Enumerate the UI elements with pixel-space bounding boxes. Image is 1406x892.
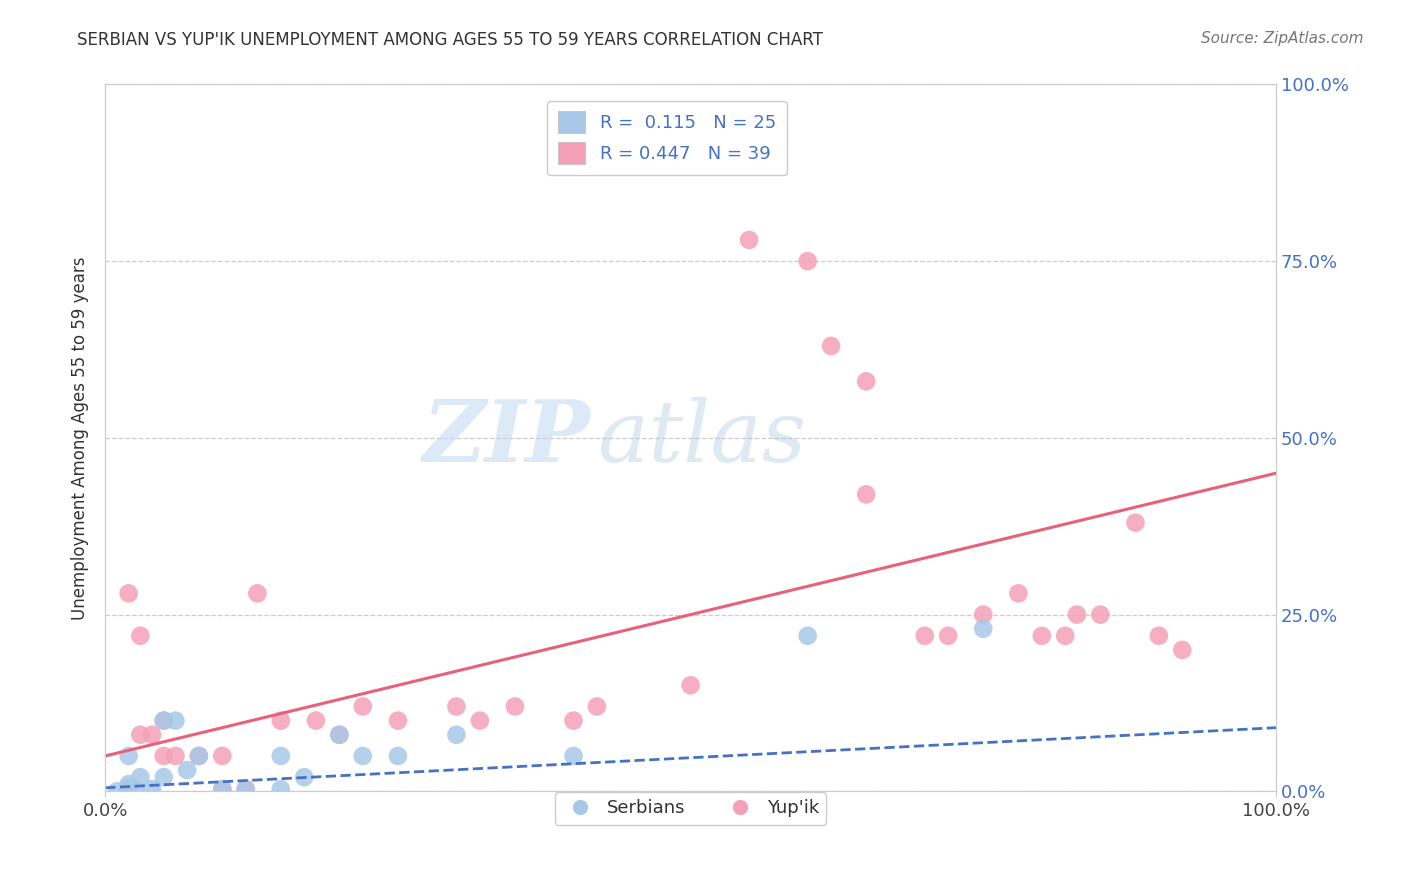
Point: [211, 748, 233, 763]
Point: [141, 728, 163, 742]
Point: [292, 770, 315, 784]
Point: [914, 629, 936, 643]
Point: [1090, 607, 1112, 622]
Point: [468, 714, 491, 728]
Point: [187, 748, 209, 763]
Point: [211, 782, 233, 797]
Point: [124, 782, 146, 797]
Point: [305, 714, 328, 728]
Point: [1147, 629, 1170, 643]
Point: [270, 714, 292, 728]
Point: [187, 748, 209, 763]
Point: [1171, 643, 1194, 657]
Point: [129, 629, 152, 643]
Point: [503, 699, 526, 714]
Point: [352, 748, 374, 763]
Point: [1125, 516, 1147, 530]
Text: SERBIAN VS YUP'IK UNEMPLOYMENT AMONG AGES 55 TO 59 YEARS CORRELATION CHART: SERBIAN VS YUP'IK UNEMPLOYMENT AMONG AGE…: [77, 31, 823, 49]
Point: [152, 714, 174, 728]
Point: [129, 728, 152, 742]
Point: [972, 607, 994, 622]
Point: [738, 233, 761, 247]
Point: [796, 254, 818, 268]
Point: [176, 763, 198, 777]
Point: [141, 782, 163, 797]
Point: [855, 374, 877, 388]
Point: [1007, 586, 1029, 600]
Point: [796, 629, 818, 643]
Point: [328, 728, 350, 742]
Point: [562, 748, 585, 763]
Point: [235, 782, 257, 797]
Legend: Serbians, Yup'ik: Serbians, Yup'ik: [555, 792, 827, 825]
Point: [105, 784, 128, 798]
Point: [270, 782, 292, 797]
Point: [387, 714, 409, 728]
Text: Source: ZipAtlas.com: Source: ZipAtlas.com: [1201, 31, 1364, 46]
Point: [152, 714, 174, 728]
Text: atlas: atlas: [598, 397, 806, 479]
Point: [328, 728, 350, 742]
Point: [586, 699, 609, 714]
Point: [211, 782, 233, 797]
Point: [446, 728, 468, 742]
Point: [117, 748, 139, 763]
Point: [387, 748, 409, 763]
Point: [165, 748, 187, 763]
Point: [820, 339, 842, 353]
Point: [165, 714, 187, 728]
Point: [117, 777, 139, 791]
Point: [679, 678, 702, 692]
Point: [152, 748, 174, 763]
Point: [936, 629, 959, 643]
Point: [1031, 629, 1053, 643]
Point: [1054, 629, 1077, 643]
Point: [446, 699, 468, 714]
Point: [235, 782, 257, 797]
Point: [152, 770, 174, 784]
Point: [117, 780, 139, 795]
Point: [972, 622, 994, 636]
Text: ZIP: ZIP: [423, 396, 591, 480]
Point: [117, 586, 139, 600]
Point: [270, 748, 292, 763]
Point: [117, 784, 139, 798]
Point: [352, 699, 374, 714]
Point: [855, 487, 877, 501]
Point: [562, 714, 585, 728]
Point: [1066, 607, 1088, 622]
Point: [129, 770, 152, 784]
Y-axis label: Unemployment Among Ages 55 to 59 years: Unemployment Among Ages 55 to 59 years: [72, 256, 89, 620]
Point: [246, 586, 269, 600]
